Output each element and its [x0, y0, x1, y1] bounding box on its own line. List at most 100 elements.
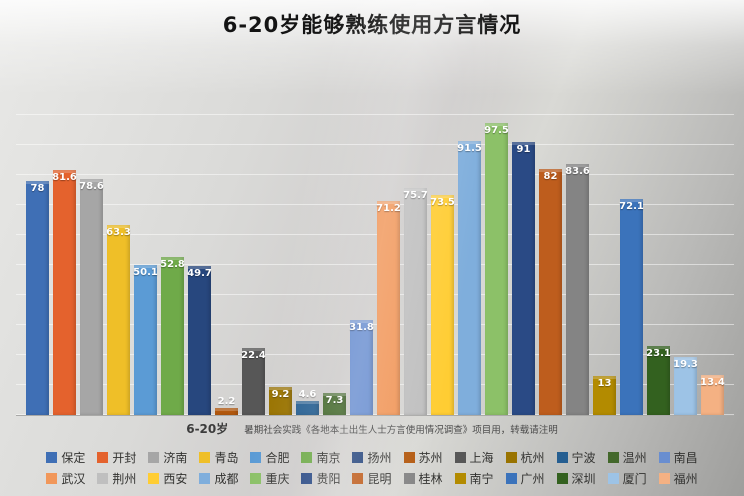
legend-label: 荆州 [112, 472, 137, 486]
x-axis-category-label: 6-20岁 [186, 422, 229, 436]
bar-value-label: 49.7 [187, 267, 212, 279]
chart-bar: 82 [539, 169, 562, 415]
legend-item: 深圳 [556, 470, 596, 487]
legend-swatch [607, 473, 619, 484]
legend-label: 南宁 [469, 472, 494, 486]
legend: 保定 开封 济南 青岛 合肥 南京 扬州 苏州 上海 杭州 宁波 温州 南昌 武汉 荆州 西安 成都 重庆 贵阳 昆… [0, 449, 744, 487]
legend-item: 保定 [46, 449, 85, 466]
legend-label: 广州 [520, 472, 545, 486]
legend-item: 青岛 [199, 449, 238, 466]
bar-value-label: 71.2 [376, 203, 401, 215]
legend-swatch [97, 473, 109, 484]
bar-value-label: 97.5 [484, 124, 509, 136]
legend-label: 杭州 [520, 451, 545, 465]
legend-swatch [148, 452, 160, 463]
legend-swatch [454, 473, 466, 484]
legend-label: 苏州 [418, 451, 443, 465]
chart-bar: 13.4 [700, 374, 725, 415]
legend-swatch [250, 452, 262, 463]
legend-item: 武汉 [46, 470, 85, 487]
chart-bar: 13 [593, 376, 616, 415]
legend-label: 昆明 [367, 472, 392, 486]
legend-label: 重庆 [265, 472, 290, 486]
bar-value-label: 78 [30, 183, 45, 194]
legend-swatch [301, 473, 313, 484]
chart-bar: 78 [26, 181, 49, 415]
legend-label: 开封 [112, 451, 137, 465]
legend-row-2: 武汉 荆州 西安 成都 重庆 贵阳 昆明 桂林 南宁 广州 深圳 厦门 福州 [46, 470, 698, 487]
legend-label: 福州 [673, 472, 698, 486]
legend-swatch [658, 452, 670, 463]
legend-swatch [556, 473, 568, 484]
legend-swatch [352, 452, 364, 463]
chart-bar: 4.6 [296, 389, 319, 415]
chart-bar: 23.1 [646, 345, 671, 415]
legend-item: 苏州 [403, 449, 443, 466]
bar-value-label: 72.1 [619, 200, 644, 212]
legend-item: 厦门 [607, 470, 647, 487]
legend-swatch [505, 452, 517, 463]
legend-item: 桂林 [403, 470, 443, 487]
chart-bar: 91.5 [457, 140, 482, 415]
chart-bar: 91 [512, 142, 535, 415]
chart-bar: 63.3 [106, 225, 131, 415]
bar-value-label: 63.3 [106, 227, 131, 239]
legend-label: 扬州 [367, 451, 392, 465]
legend-label: 贵阳 [316, 472, 341, 486]
legend-label: 南京 [316, 451, 341, 465]
legend-label: 成都 [214, 472, 239, 486]
legend-label: 上海 [469, 451, 494, 465]
legend-item: 南宁 [454, 470, 494, 487]
bar-value-label: 75.7 [403, 189, 428, 201]
chart-bar: 19.3 [673, 357, 698, 415]
legend-swatch [97, 452, 109, 463]
legend-label: 桂林 [418, 472, 443, 486]
bar-value-label: 78.6 [79, 181, 104, 193]
legend-item: 荆州 [97, 470, 136, 487]
legend-swatch [199, 452, 211, 463]
legend-label: 合肥 [265, 451, 290, 465]
legend-item: 南昌 [658, 449, 698, 466]
legend-item: 温州 [607, 449, 647, 466]
bar-value-label: 52.8 [160, 258, 185, 270]
bar-value-label: 9.2 [271, 389, 290, 401]
source-note: 暑期社会实践《各地本土出生人士方言使用情况调查》项目用，转载请注明 [244, 425, 558, 436]
bar-value-label: 19.3 [673, 359, 698, 371]
legend-item: 西安 [148, 470, 187, 487]
legend-label: 深圳 [571, 472, 596, 486]
legend-item: 福州 [658, 470, 698, 487]
chart-bar: 2.2 [215, 396, 238, 415]
legend-item: 上海 [454, 449, 494, 466]
legend-item: 合肥 [250, 449, 289, 466]
chart-bar: 75.7 [403, 187, 428, 415]
legend-swatch [352, 473, 364, 484]
legend-swatch [403, 452, 415, 463]
legend-row-1: 保定 开封 济南 青岛 合肥 南京 扬州 苏州 上海 杭州 宁波 温州 南昌 [46, 449, 698, 466]
legend-swatch [46, 473, 58, 484]
legend-item: 南京 [301, 449, 340, 466]
bar-value-label: 13 [597, 378, 612, 389]
bar-value-label: 50.1 [133, 266, 158, 278]
legend-item: 扬州 [352, 449, 392, 466]
legend-swatch [556, 452, 568, 463]
chart-bar: 49.7 [187, 265, 212, 415]
bar-group: 78 81.6 78.6 63.3 50.1 52.8 49.7 2.2 22.4 9.2 4.6 7… [16, 113, 734, 415]
legend-label: 武汉 [61, 472, 86, 486]
legend-item: 杭州 [505, 449, 545, 466]
legend-label: 南昌 [673, 451, 698, 465]
chart-title: 6-20岁能够熟练使用方言情况 [222, 13, 522, 37]
legend-label: 厦门 [622, 472, 647, 486]
bar-value-label: 81.6 [52, 172, 77, 184]
chart-bar: 31.8 [349, 319, 374, 415]
legend-item: 昆明 [352, 470, 392, 487]
bar-value-label: 2.2 [217, 396, 236, 408]
legend-swatch [148, 473, 160, 484]
legend-swatch [454, 452, 466, 463]
bar-value-label: 91.5 [457, 142, 482, 154]
legend-label: 西安 [163, 472, 188, 486]
legend-swatch [658, 473, 670, 484]
chart-bar: 52.8 [160, 256, 185, 415]
bar-value-label: 31.8 [349, 321, 374, 333]
bar-value-label: 23.1 [646, 347, 671, 359]
